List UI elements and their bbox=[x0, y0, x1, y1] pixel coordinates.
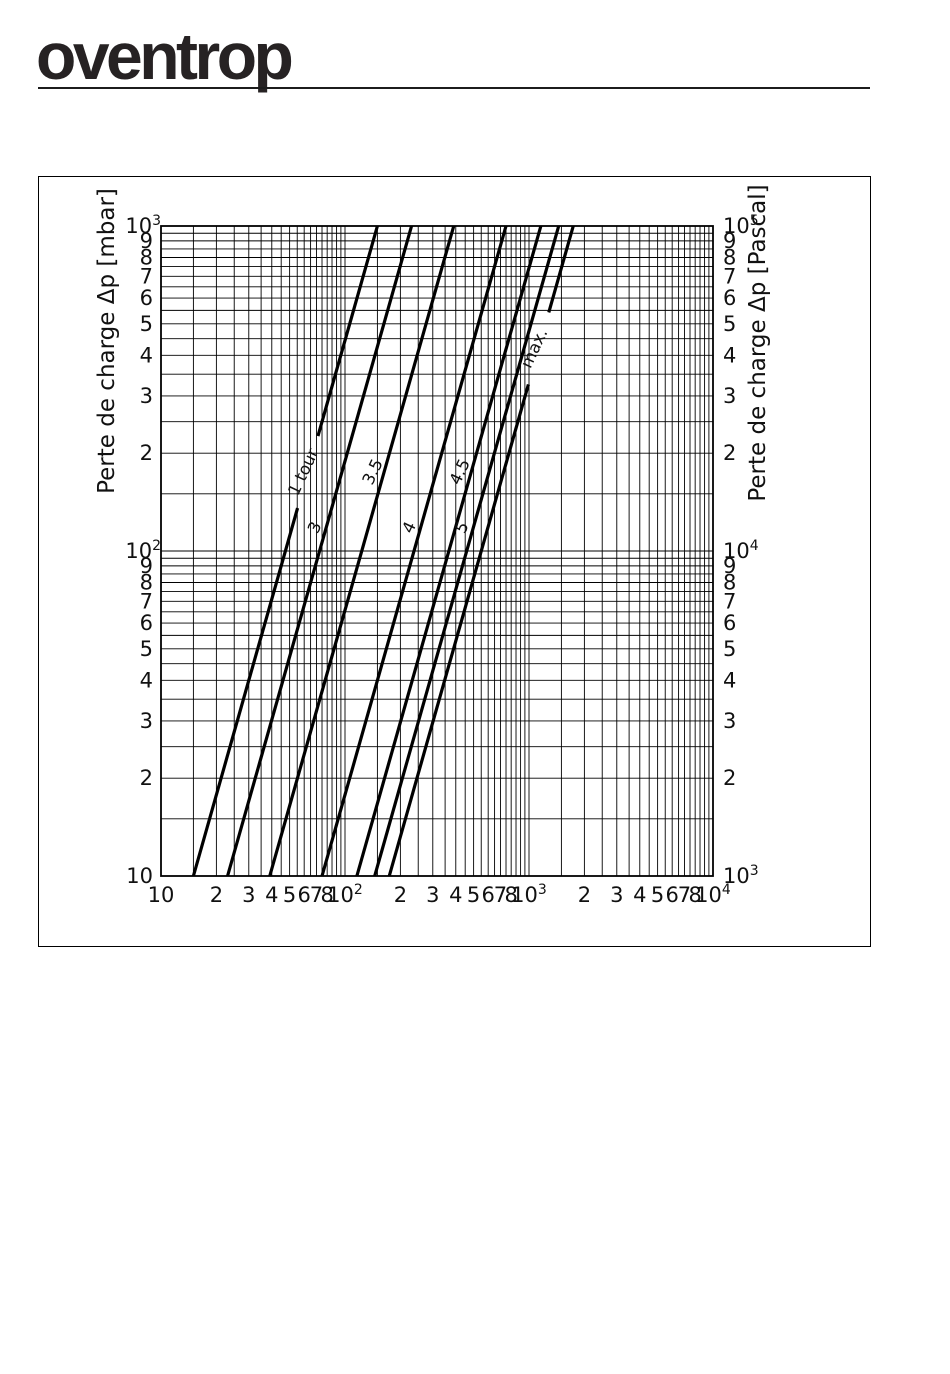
tick-label: 7 bbox=[310, 883, 323, 907]
tick-label: 6 bbox=[481, 883, 494, 907]
tick-label: 103 bbox=[125, 213, 161, 238]
y-left-axis-title: Perte de charge Δp [mbar] bbox=[94, 188, 120, 494]
tick-label: 5 bbox=[723, 637, 736, 661]
tick-label: 10 bbox=[148, 883, 175, 907]
tick-label: 6 bbox=[140, 286, 153, 310]
tick-label: 4 bbox=[140, 668, 153, 692]
tick-label: 3 bbox=[140, 384, 153, 408]
grid bbox=[160, 226, 713, 877]
tick-label: 6 bbox=[665, 883, 678, 907]
axis-titles: Perte de charge Δp [mbar] Perte de charge… bbox=[94, 184, 771, 501]
tick-label: 2 bbox=[140, 441, 153, 465]
plot-border bbox=[160, 225, 714, 877]
header-rule bbox=[38, 87, 870, 89]
tick-label: 4 bbox=[723, 668, 736, 692]
tick-label: 6 bbox=[297, 883, 310, 907]
tick-label: 4 bbox=[723, 343, 736, 367]
curve-label: max. bbox=[517, 326, 552, 371]
tick-label: 6 bbox=[723, 286, 736, 310]
tick-label: 5 bbox=[140, 312, 153, 336]
tick-label: 6 bbox=[140, 611, 153, 635]
tick-label: 5 bbox=[467, 883, 480, 907]
tick-label: 5 bbox=[283, 883, 296, 907]
tick-label: 5 bbox=[651, 883, 664, 907]
tick-label: 5 bbox=[723, 312, 736, 336]
tick-label: 3 bbox=[610, 883, 623, 907]
tick-label: 3 bbox=[723, 709, 736, 733]
curve-label: 4 bbox=[398, 519, 420, 537]
tick-label: 3 bbox=[242, 883, 255, 907]
tick-label: 4 bbox=[265, 883, 278, 907]
tick-label: 103 bbox=[511, 882, 547, 907]
tick-label: 4 bbox=[449, 883, 462, 907]
tick-label: 9 bbox=[723, 554, 736, 578]
tick-label: 103 bbox=[723, 863, 759, 888]
tick-label: 8 bbox=[140, 570, 153, 594]
tick-label: 7 bbox=[140, 589, 153, 613]
tick-label: 104 bbox=[695, 882, 731, 907]
tick-label: 3 bbox=[426, 883, 439, 907]
oventrop-logo: oventrop bbox=[36, 19, 294, 93]
chart-frame: 1 tour 3 3.5 4 4.5 5 max. 10 2 3 4 5 6 7 8 102 2 3 4 5 6 7 8 10… bbox=[38, 176, 871, 947]
tick-label: 9 bbox=[140, 229, 153, 253]
tick-label: 2 bbox=[578, 883, 591, 907]
tick-label: 2 bbox=[394, 883, 407, 907]
tick-label: 4 bbox=[633, 883, 646, 907]
tick-label: 7 bbox=[723, 264, 736, 288]
tick-label: 2 bbox=[723, 441, 736, 465]
tick-label: 4 bbox=[140, 343, 153, 367]
tick-label: 2 bbox=[140, 766, 153, 790]
tick-label: 102 bbox=[125, 538, 161, 563]
tick-label: 5 bbox=[140, 637, 153, 661]
tick-label: 8 bbox=[723, 245, 736, 269]
tick-label: 8 bbox=[140, 245, 153, 269]
tick-label: 10 bbox=[126, 864, 153, 888]
tick-label: 8 bbox=[688, 883, 701, 907]
tick-label: 8 bbox=[320, 883, 333, 907]
tick-label: 102 bbox=[327, 882, 363, 907]
tick-label: 8 bbox=[723, 570, 736, 594]
tick-label: 6 bbox=[723, 611, 736, 635]
tick-label: 7 bbox=[140, 264, 153, 288]
tick-label: 2 bbox=[210, 883, 223, 907]
tick-label: 105 bbox=[723, 213, 759, 238]
tick-label: 9 bbox=[723, 229, 736, 253]
tick-label: 2 bbox=[723, 766, 736, 790]
tick-label: 7 bbox=[723, 589, 736, 613]
tick-label: 7 bbox=[678, 883, 691, 907]
tick-label: 3 bbox=[723, 384, 736, 408]
tick-label: 9 bbox=[140, 554, 153, 578]
y-right-axis-title: Perte de charge Δp [Pascal] bbox=[745, 184, 771, 501]
tick-label: 104 bbox=[723, 538, 759, 563]
tick-label: 7 bbox=[494, 883, 507, 907]
tick-label: 8 bbox=[504, 883, 517, 907]
tick-label: 3 bbox=[140, 709, 153, 733]
